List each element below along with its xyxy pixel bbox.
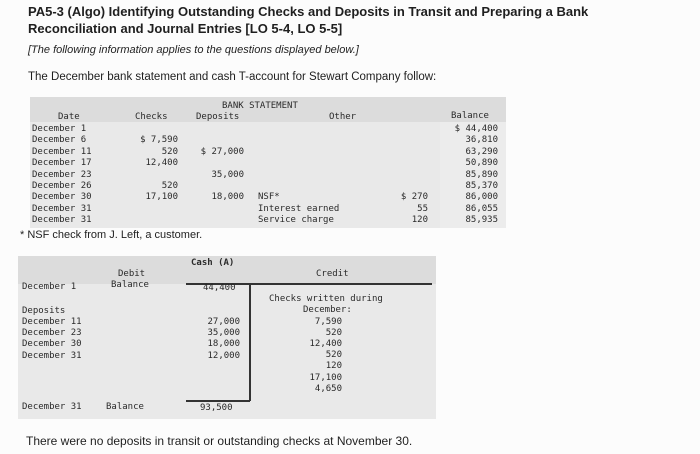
closing-label: Balance [106, 402, 144, 412]
deposit-date: December 30 [22, 339, 82, 350]
closing-date: December 31 [22, 402, 82, 412]
deposit-date: December 11 [22, 317, 82, 327]
info-note: [The following information applies to th… [28, 44, 359, 56]
bank-row-date: December 17 [32, 158, 92, 169]
bank-row: December 6 $ 7,590 36,810 [32, 135, 502, 146]
bank-row-date: December 26 [32, 181, 92, 191]
asterisk: * [20, 229, 28, 241]
bank-row-balance: 85,370 [465, 181, 498, 191]
check-written-amount: 7,590 [314, 317, 342, 327]
bottom-text: There were no deposits in transit or out… [26, 434, 413, 448]
debit-header-1: Debit [118, 269, 146, 279]
deposits-label: Deposits [22, 306, 66, 316]
cash-deposit-row: December 11 27,000 [22, 317, 242, 328]
bank-row: December 23 35,000 85,890 [32, 170, 502, 181]
bank-row: December 26 520 85,370 [32, 181, 502, 192]
bank-row-other-label: NSF* [258, 192, 280, 203]
deposit-amount: 18,000 [207, 339, 240, 350]
credit-label-2: December: [303, 305, 352, 315]
bank-header-date: Date [58, 112, 80, 122]
bank-header-other: Other [329, 112, 357, 122]
deposit-date: December 31 [22, 350, 82, 361]
check-written-amount: 17,100 [309, 372, 342, 383]
nsf-footnote: * NSF check from J. Left, a customer. [20, 229, 202, 241]
deposit-amount: 12,000 [207, 350, 240, 361]
problem-title: PA5-3 (Algo) Identifying Outstanding Che… [28, 4, 589, 36]
deposit-date: December 23 [22, 328, 82, 339]
opening-date: December 1 [22, 282, 77, 292]
bank-header-balance: Balance [451, 111, 489, 121]
bank-row-other-amount: 55 [417, 203, 428, 214]
deposit-amount: 27,000 [207, 317, 240, 327]
bank-row-date: December 31 [32, 215, 92, 226]
check-written-amount: 520 [325, 350, 342, 361]
bank-row-date: December 23 [32, 169, 92, 180]
check-written-amount: 520 [325, 328, 342, 339]
bank-row-deposits: 35,000 [211, 169, 244, 180]
opening-balance: 44,400 [203, 283, 236, 293]
credit-label-1: Checks written during [269, 294, 383, 304]
bank-row-balance: 85,890 [465, 169, 498, 180]
bank-row-checks: 12,400 [145, 158, 178, 169]
bank-row: December 30 17,100 18,000 NSF* $ 270 86,000 [32, 192, 502, 203]
bank-row-date: December 11 [32, 146, 92, 157]
cash-deposit-row: December 31 12,000 [22, 351, 242, 362]
bank-row-deposits: $ 27,000 [200, 146, 244, 157]
nsf-footnote-text: NSF check from J. Left, a customer. [27, 229, 203, 241]
check-written-amount: 120 [325, 361, 342, 372]
bank-row-other-label: Interest earned [258, 203, 340, 214]
bank-row-date: December 6 [32, 135, 87, 146]
bank-row-balance: $ 44,400 [454, 124, 498, 134]
bank-row: December 11 520 $ 27,000 63,290 [32, 147, 502, 158]
bank-row: December 31 Service charge 120 85,935 [32, 215, 502, 226]
cash-account-header [18, 256, 436, 284]
bank-row-date: December 31 [32, 203, 92, 214]
closing-balance: 93,500 [200, 403, 233, 413]
bank-row-other-amount: $ 270 [400, 192, 428, 203]
debit-header-2: Balance [111, 280, 149, 290]
cash-deposit-row: December 30 18,000 [22, 339, 242, 350]
bank-row-other-label: Service charge [258, 215, 334, 226]
check-written-amount: 4,650 [314, 383, 342, 394]
bank-row-date: December 1 [32, 124, 87, 134]
bank-header-deposits: Deposits [196, 112, 240, 122]
bank-row: December 17 12,400 50,890 [32, 158, 502, 169]
bank-row-balance: 50,890 [465, 158, 498, 169]
bank-row-deposits: 18,000 [211, 192, 244, 203]
bank-row-checks: 520 [161, 146, 178, 157]
deposit-amount: 35,000 [207, 328, 240, 339]
bank-row-balance: 63,290 [465, 146, 498, 157]
check-written-amount: 12,400 [309, 339, 342, 350]
bank-row-balance: 86,000 [465, 192, 498, 203]
bank-row-other-amount: 120 [411, 215, 428, 226]
bank-balance-header [440, 97, 506, 122]
bank-row-checks: 520 [161, 181, 178, 191]
intro-text: The December bank statement and cash T-a… [28, 71, 437, 83]
t-account-top-rule [186, 283, 432, 285]
bank-row: December 31 Interest earned 55 86,055 [32, 204, 502, 215]
bank-row-balance: 85,935 [465, 215, 498, 226]
bank-header-checks: Checks [135, 112, 168, 122]
bank-row-checks: $ 7,590 [140, 135, 178, 146]
cash-account-caption: Cash (A) [191, 258, 235, 268]
bank-row-checks: 17,100 [145, 192, 178, 203]
cash-deposit-row: December 23 35,000 [22, 328, 242, 339]
bank-row: December 1 $ 44,400 [32, 124, 502, 135]
t-account-vertical-rule [249, 283, 251, 401]
t-account-bottom-rule [186, 400, 250, 402]
bank-row-balance: 36,810 [465, 135, 498, 146]
bank-row-date: December 30 [32, 192, 92, 203]
bank-statement-header [30, 97, 505, 122]
credit-header: Credit [316, 269, 349, 279]
bank-statement-caption: BANK STATEMENT [222, 101, 298, 111]
bank-row-balance: 86,055 [465, 203, 498, 214]
